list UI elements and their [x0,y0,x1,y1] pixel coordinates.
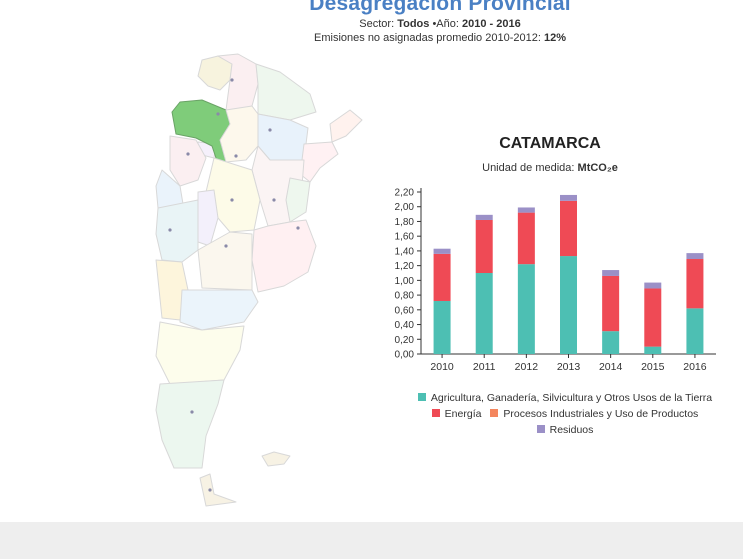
bar-2013-series-3 [560,194,577,201]
bar-2015-series-3 [644,282,662,289]
bar-2012-series-1 [517,212,535,265]
stacked-bar-chart: 0,00 0,20 0,40 0,60 0,80 1,00 1,20 1,40 1,60 1,80… [395,188,716,373]
bar-2010-series-0 [433,300,451,354]
province-santa-cruz[interactable] [155,379,225,469]
province-chaco[interactable] [257,113,309,161]
legend-label-industrial: Procesos Industriales y Uso de Productos [503,408,699,420]
bar-2010-series-1 [433,253,451,301]
x-tick-label: 2011 [473,361,496,373]
bar-2016-series-3 [686,253,704,260]
y-tick-label: 1,80 [395,217,415,228]
y-tick-label: 1,40 [395,246,415,257]
y-tick-label: 0,00 [395,350,415,361]
province-misiones[interactable] [329,109,363,143]
bar-2013-series-1 [560,200,577,257]
x-tick-label: 2012 [515,361,539,373]
legend-swatch-industrial [490,409,499,417]
x-tick-label: 2016 [683,361,707,373]
bar-2014-series-3 [602,270,620,276]
bar-2011-series-1 [475,219,493,273]
y-tick-label: 1,20 [395,261,415,272]
x-tick-label: 2013 [557,361,581,373]
y-tick-label: 0,80 [395,291,415,302]
y-tick-label: 0,60 [395,305,415,316]
province-la-rioja[interactable] [169,135,207,187]
y-tick-label: 0,20 [395,335,415,346]
bar-2011-series-0 [475,273,493,354]
province-rio-negro[interactable] [179,289,259,331]
bar-2015-series-0 [644,346,662,354]
province-san-luis[interactable] [197,189,219,247]
chart-legend: Agricultura, Ganadería, Silvicultura y O… [395,390,735,438]
x-tick-label: 2014 [599,361,623,373]
sector-label: Sector: [359,18,395,30]
emissions-line: Emisiones no asignadas promedio 2010-201… [0,32,743,44]
argentina-map[interactable] [140,50,370,510]
footer-band [0,522,743,559]
province-formosa[interactable] [255,63,317,121]
page-title: Desagregación Provincial [309,0,571,15]
legend-item-energy[interactable]: Energía [431,406,482,422]
unit-label: Unidad de medida: [482,162,575,174]
legend-swatch-energy [431,409,440,417]
chart-unit: Unidad de medida: MtCO₂e [440,162,660,174]
bar-2012-series-0 [517,264,535,354]
legend-label-waste: Residuos [549,424,594,436]
province-buenos-aires[interactable] [251,219,317,293]
x-tick-label: 2010 [430,361,454,373]
bar-2014-series-0 [602,331,620,354]
legend-item-agriculture[interactable]: Agricultura, Ganadería, Silvicultura y O… [417,390,713,406]
emissions-value: 12% [543,32,566,44]
bar-2016-series-1 [686,259,704,309]
legend-swatch-agriculture [417,393,426,401]
legend-swatch-waste [536,425,545,433]
islas-malvinas[interactable] [261,451,291,467]
year-label: •Año: [432,18,459,30]
legend-item-waste[interactable]: Residuos [536,422,594,438]
chart-title: CATAMARCA [499,135,601,152]
legend-item-industrial[interactable]: Procesos Industriales y Uso de Productos [490,406,698,422]
page-header: Desagregación Provincial Sector: Todos •… [0,0,743,44]
legend-label-agriculture: Agricultura, Ganadería, Silvicultura y O… [430,392,713,404]
legend-label-energy: Energía [444,408,482,420]
emissions-label: Emisiones no asignadas promedio 2010-201… [314,32,541,44]
bar-2013-series-0 [560,256,577,354]
province-la-pampa[interactable] [197,231,253,291]
province-mendoza[interactable] [155,199,199,263]
bar-2010-series-3 [433,248,451,254]
province-tierra-del-fuego[interactable] [199,473,237,507]
bar-2011-series-3 [475,214,493,220]
year-value: 2010 - 2016 [462,18,521,30]
bar-2012-series-3 [517,207,535,213]
province-chubut[interactable] [155,321,245,385]
bar-2014-series-1 [602,275,620,332]
x-tick-label: 2015 [641,361,665,373]
y-tick-label: 0,40 [395,320,415,331]
sector-line: Sector: Todos •Año: 2010 - 2016 [0,18,743,30]
y-tick-label: 1,00 [395,276,415,287]
bar-2015-series-1 [644,288,662,347]
province-santiago-del-estero[interactable] [219,105,259,163]
province-corrientes[interactable] [299,141,339,183]
province-entre-rios[interactable] [285,177,311,223]
y-tick-label: 2,20 [395,188,415,199]
sector-value: Todos [397,18,430,30]
y-tick-label: 2,00 [395,202,415,213]
unit-value: MtCO₂e [577,162,618,174]
y-tick-label: 1,60 [395,232,415,243]
bar-2016-series-0 [686,308,704,354]
